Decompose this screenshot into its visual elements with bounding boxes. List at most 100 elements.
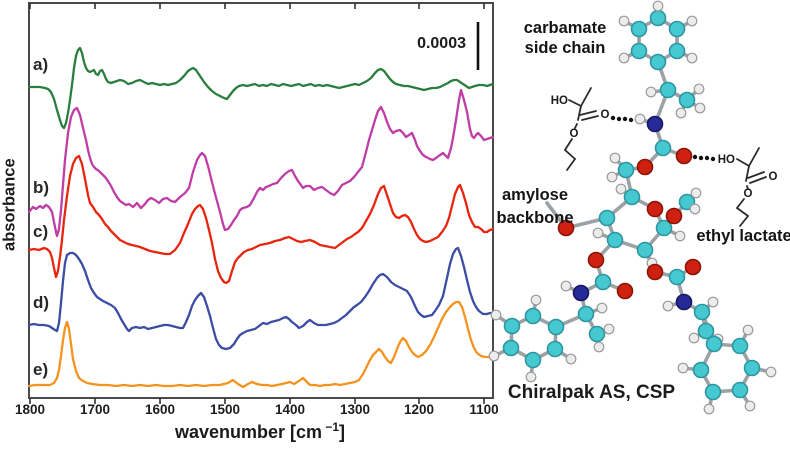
atom-C: [623, 188, 641, 206]
atom-C: [630, 20, 648, 38]
atom-H: [707, 296, 719, 308]
atom-C: [630, 42, 648, 60]
atom-H: [634, 113, 646, 125]
skeletal-bond: [568, 99, 582, 107]
atom-H: [530, 294, 542, 306]
x-tick-label-1200: 1200: [403, 402, 435, 417]
atom-H: [525, 371, 537, 383]
molecule-label-carbamate-line2: side chain: [524, 39, 606, 57]
atom-C: [649, 9, 667, 27]
skeletal-bond: [739, 215, 749, 227]
atom-H: [615, 183, 627, 195]
atom-C: [655, 219, 673, 237]
molecule-label-chiralpak: Chiralpak AS, CSP: [507, 382, 676, 403]
atom-C: [547, 318, 565, 336]
atom-C: [668, 42, 686, 60]
atom-C: [577, 305, 595, 323]
skeletal-bond: [564, 138, 573, 151]
skeletal-bond: [736, 207, 749, 217]
atom-C: [503, 317, 521, 335]
hydrogen-bond-dot: [616, 116, 622, 122]
atom-H: [592, 227, 604, 239]
skeletal-bond: [736, 158, 750, 167]
atom-H: [690, 187, 702, 199]
atom-O: [557, 219, 575, 237]
atom-H: [596, 302, 608, 314]
atom-H: [488, 350, 500, 362]
skeletal-atom-label: O: [769, 171, 778, 183]
atom-H: [593, 341, 605, 353]
x-tick-label-1500: 1500: [209, 402, 241, 417]
spectrum-c: [27, 154, 495, 285]
spectrum-a: [27, 46, 495, 130]
skeletal-atom-label: O: [601, 109, 610, 121]
skeletal-atom-label: HO: [551, 95, 568, 107]
atom-H: [689, 203, 701, 215]
atom-C: [654, 139, 672, 157]
atom-O: [646, 200, 664, 218]
molecule-label-ethyl-lactate: ethyl lactate: [696, 227, 790, 245]
atom-C: [524, 307, 542, 325]
atom-N: [675, 293, 693, 311]
skeletal-atom-label: O: [570, 128, 579, 140]
atom-H: [652, 0, 664, 12]
atom-H: [609, 152, 621, 164]
atom-C: [524, 351, 542, 369]
skeletal-double-bond: [747, 171, 765, 179]
atom-H: [565, 353, 577, 365]
atom-O: [636, 158, 654, 176]
hydrogen-bond-dot: [692, 154, 698, 160]
hydrogen-bond-dot: [628, 117, 634, 123]
atom-H: [703, 403, 715, 415]
atom-C: [705, 335, 723, 353]
skeletal-bond: [564, 149, 576, 160]
atom-O: [616, 282, 634, 300]
skeletal-bond: [574, 123, 578, 129]
atom-H: [645, 86, 657, 98]
skeletal-bond: [745, 165, 750, 182]
molecule-label-amylose-line2: backbone: [496, 209, 574, 227]
atom-C: [668, 20, 686, 38]
atom-C: [692, 361, 710, 379]
atom-H: [744, 400, 756, 412]
atom-N: [646, 115, 664, 133]
atom-H: [618, 15, 630, 27]
atom-H: [662, 300, 674, 312]
atom-N: [572, 284, 590, 302]
skeletal-double-bond: [581, 115, 599, 121]
atom-H: [694, 102, 706, 114]
skeletal-bond: [736, 198, 745, 209]
x-axis-label: wavenumber [cm −1]: [150, 421, 370, 442]
atom-H: [765, 366, 777, 378]
x-axis-label-close: ]: [339, 422, 346, 442]
atom-H: [688, 332, 700, 344]
atom-O: [684, 258, 702, 276]
atom-C: [731, 337, 749, 355]
atom-O: [646, 263, 664, 281]
atom-C: [704, 383, 722, 401]
x-tick-label-1800: 1800: [14, 402, 46, 417]
atom-C: [668, 268, 686, 286]
spectrum-b: [27, 88, 495, 238]
atom-H: [675, 107, 687, 119]
skeletal-atom-label: O: [744, 188, 753, 200]
atom-C: [659, 81, 677, 99]
molecule-label-amylose-line1: amylose: [501, 186, 569, 204]
x-tick-label-1600: 1600: [144, 402, 176, 417]
spectrum-e: [27, 300, 495, 389]
atom-C: [588, 325, 606, 343]
skeletal-bond: [746, 185, 749, 190]
spectrum-d: [27, 246, 495, 351]
trace-label-b: b): [33, 178, 50, 197]
atom-H: [693, 83, 705, 95]
trace-label-d: d): [33, 293, 50, 312]
hydrogen-bond-dot: [698, 155, 704, 161]
atom-H: [490, 309, 502, 321]
atom-C: [693, 303, 711, 321]
atom-C: [678, 91, 696, 109]
atom-H: [674, 230, 686, 242]
skeletal-atom-label: HO: [718, 154, 735, 166]
atom-H: [677, 362, 689, 374]
